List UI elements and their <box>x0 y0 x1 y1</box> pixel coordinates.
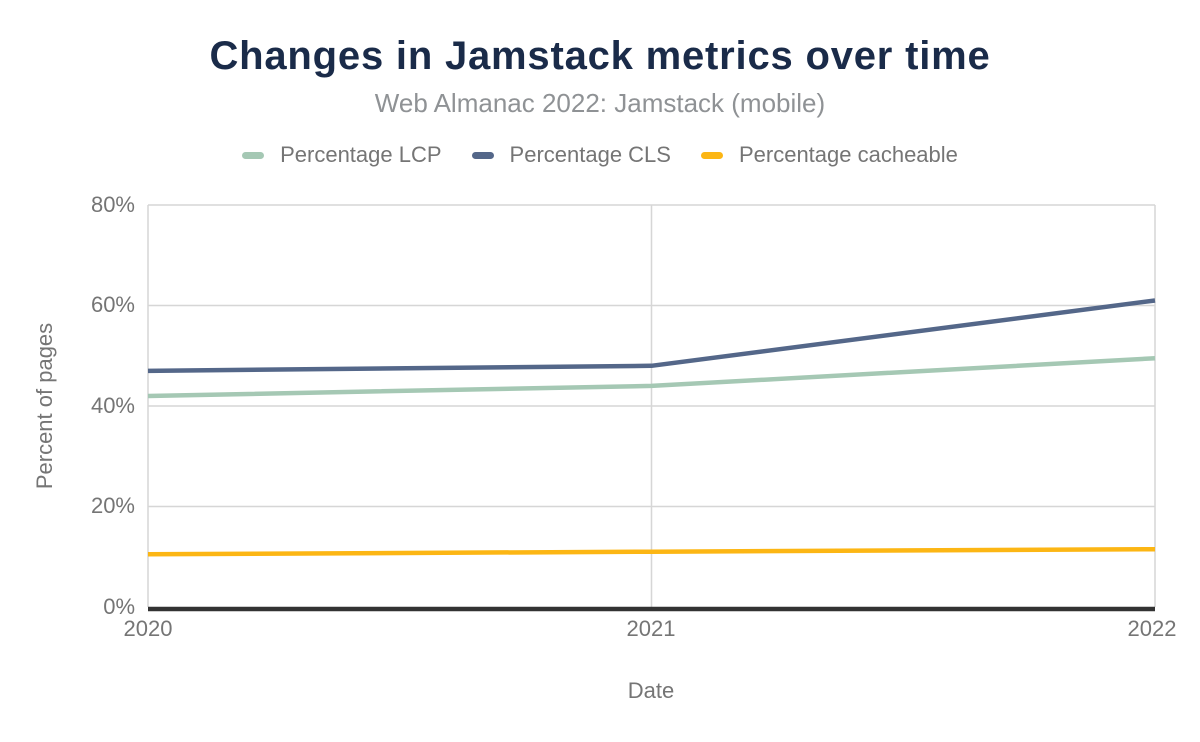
legend-item-lcp: Percentage LCP <box>242 142 442 168</box>
chart-subtitle: Web Almanac 2022: Jamstack (mobile) <box>374 88 826 118</box>
cacheable-series-swatch-icon <box>700 151 723 159</box>
series-line-percentage-cacheable <box>147 546 1156 557</box>
x-tick-2020: 2020 <box>123 616 173 641</box>
cls-series-swatch-icon <box>471 151 494 159</box>
x-tick-2022: 2022 <box>1127 616 1177 641</box>
series-line-percentage-cls <box>147 298 1156 374</box>
legend-label-lcp: Percentage LCP <box>280 142 442 167</box>
y-tick-20: 20% <box>90 493 135 518</box>
x-axis-title: Date <box>627 678 675 703</box>
chart-title: Changes in Jamstack metrics over time <box>209 34 991 78</box>
legend-item-cls: Percentage CLS <box>471 142 671 168</box>
lcp-series-swatch-icon <box>242 151 265 159</box>
x-tick-2021: 2021 <box>626 616 676 641</box>
y-tick-80: 80% <box>90 192 135 217</box>
y-tick-40: 40% <box>90 393 135 418</box>
y-tick-0: 0% <box>103 594 135 619</box>
y-tick-60: 60% <box>90 292 135 317</box>
legend-item-cacheable: Percentage cacheable <box>700 142 958 168</box>
series-line-percentage-lcp <box>147 356 1156 399</box>
legend-label-cls: Percentage CLS <box>509 142 671 167</box>
legend-label-cacheable: Percentage cacheable <box>738 142 958 167</box>
legend: Percentage LCP Percentage CLS Percentage… <box>0 142 1200 168</box>
y-axis-title: Percent of pages <box>32 322 57 490</box>
